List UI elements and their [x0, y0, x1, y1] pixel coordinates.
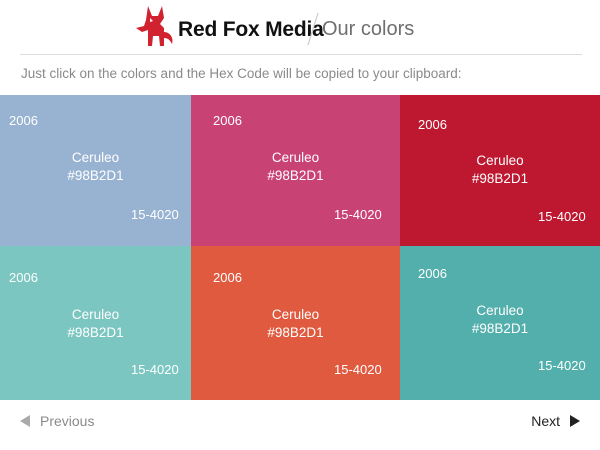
swatch-code: 15-4020 [334, 207, 382, 222]
swatch-hex: #98B2D1 [267, 325, 324, 340]
swatch-code: 15-4020 [334, 362, 382, 377]
swatch-code: 15-4020 [131, 207, 179, 222]
previous-label: Previous [40, 413, 95, 429]
swatch-name: Ceruleo [271, 150, 320, 165]
swatch-year: 2006 [9, 270, 38, 285]
swatch-name: Ceruleo [71, 307, 120, 322]
swatch-name: Ceruleo [476, 303, 524, 318]
previous-link[interactable]: Previous [20, 412, 94, 430]
color-swatch[interactable]: 2006 Ceruleo #98B2D1 15-4020 [0, 95, 191, 246]
swatch-code: 15-4020 [538, 358, 586, 373]
header: Red Fox Media Our colors [0, 0, 600, 54]
swatch-name: Ceruleo [271, 307, 320, 322]
header-divider [20, 54, 582, 55]
swatch-code: 15-4020 [538, 209, 586, 224]
color-swatch[interactable]: 2006 Ceruleo #98B2D1 15-4020 [191, 246, 400, 400]
swatch-year: 2006 [9, 113, 38, 128]
color-grid: 2006 Ceruleo #98B2D1 15-4020 2006 Cerule… [0, 95, 600, 400]
color-swatch[interactable]: 2006 Ceruleo #98B2D1 15-4020 [191, 95, 400, 246]
swatch-hex: #98B2D1 [67, 168, 124, 183]
triangle-right-icon [570, 415, 580, 427]
page-title: Our colors [322, 18, 415, 40]
swatch-year: 2006 [418, 117, 447, 132]
swatch-year: 2006 [418, 266, 447, 281]
swatch-hex: #98B2D1 [471, 321, 529, 336]
instructions-text: Just click on the colors and the Hex Cod… [21, 66, 462, 81]
swatch-hex: #98B2D1 [267, 168, 324, 183]
color-swatch[interactable]: 2006 Ceruleo #98B2D1 15-4020 [400, 246, 600, 400]
swatch-code: 15-4020 [131, 362, 179, 377]
swatch-year: 2006 [213, 113, 242, 128]
color-swatch[interactable]: 2006 Ceruleo #98B2D1 15-4020 [0, 246, 191, 400]
slash-divider [307, 12, 319, 46]
swatch-hex: #98B2D1 [471, 171, 529, 186]
swatch-name: Ceruleo [476, 153, 524, 168]
brand-name: Red Fox Media [178, 18, 324, 41]
color-swatch[interactable]: 2006 Ceruleo #98B2D1 15-4020 [400, 95, 600, 246]
next-label: Next [531, 413, 560, 429]
swatch-hex: #98B2D1 [67, 325, 124, 340]
triangle-left-icon [20, 415, 30, 427]
next-link[interactable]: Next [531, 412, 580, 430]
swatch-year: 2006 [213, 270, 242, 285]
swatch-name: Ceruleo [71, 150, 120, 165]
fox-icon [136, 6, 173, 46]
